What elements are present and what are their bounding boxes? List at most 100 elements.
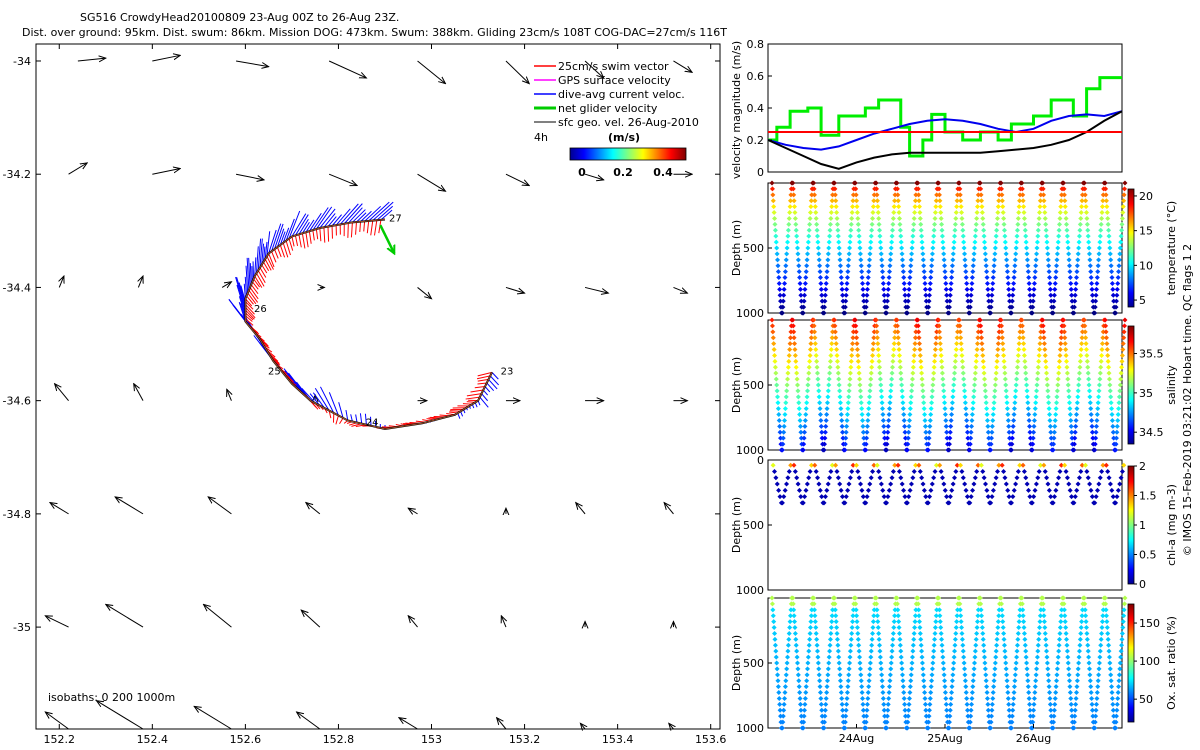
- profile-point: [875, 210, 881, 216]
- profile-point: [870, 619, 876, 625]
- profile-point: [936, 595, 942, 601]
- profile-point: [974, 204, 980, 210]
- profile-point: [879, 672, 885, 678]
- profile-point: [864, 494, 870, 500]
- profile-point: [1073, 423, 1079, 429]
- profile-point: [974, 352, 980, 358]
- profile-point: [826, 660, 832, 666]
- profile-point: [1088, 275, 1094, 281]
- profile-point: [899, 666, 905, 672]
- profile-point: [1035, 475, 1041, 481]
- profile-point: [808, 613, 814, 619]
- profile-point: [996, 192, 1002, 198]
- profile-point: [856, 648, 862, 654]
- profile-point: [1032, 684, 1038, 690]
- profile-point: [828, 630, 834, 636]
- profile-point: [827, 227, 833, 233]
- profile-point: [843, 298, 849, 304]
- profile-point: [1021, 352, 1027, 358]
- profile-point: [982, 481, 988, 487]
- profile-point: [836, 654, 842, 660]
- profile-point: [817, 406, 823, 412]
- profile-point: [1001, 468, 1007, 474]
- profile-point: [1113, 441, 1119, 447]
- profile-point: [1113, 719, 1119, 725]
- profile-point: [1007, 713, 1013, 719]
- profile-point: [795, 660, 801, 666]
- profile-point: [1089, 695, 1095, 701]
- profile-point: [867, 251, 873, 257]
- profile-point: [808, 341, 814, 347]
- profile-point: [777, 494, 783, 500]
- map-y-tick-label: -34.4: [3, 281, 31, 294]
- profile-point: [788, 335, 794, 341]
- profile-point: [865, 695, 871, 701]
- profile-point: [931, 642, 937, 648]
- profile-point: [1024, 672, 1030, 678]
- profile-point: [880, 412, 886, 418]
- profile-point: [1109, 695, 1115, 701]
- profile-point: [819, 435, 825, 441]
- profile-point: [977, 317, 983, 323]
- profile-point: [991, 684, 997, 690]
- profile-point: [985, 423, 991, 429]
- profile-point: [1000, 210, 1006, 216]
- profile-point: [1099, 215, 1105, 221]
- profile-point: [833, 198, 839, 204]
- profile-point: [999, 462, 1005, 468]
- profile-point: [912, 210, 918, 216]
- profile-point: [785, 233, 791, 239]
- profile-point: [829, 198, 835, 204]
- profile-point: [875, 204, 881, 210]
- profile-point: [792, 210, 798, 216]
- dac-vector: [305, 219, 315, 233]
- profile-point: [844, 280, 850, 286]
- profile-point: [957, 323, 963, 329]
- profile-point: [833, 619, 839, 625]
- profile-point: [864, 429, 870, 435]
- swim-vector: [257, 270, 266, 283]
- profile-point: [1089, 707, 1095, 713]
- profile-point: [850, 329, 856, 335]
- profile-point: [911, 358, 917, 364]
- profile-point: [936, 601, 942, 607]
- swim-vector: [262, 261, 270, 272]
- profile-point: [816, 666, 822, 672]
- profile-point: [804, 678, 810, 684]
- profile-point: [1044, 376, 1050, 382]
- profile-point: [1066, 263, 1072, 269]
- profile-point: [780, 713, 786, 719]
- profile-point: [1106, 648, 1112, 654]
- swim-vector: [250, 284, 259, 295]
- profile-point: [904, 447, 910, 453]
- profile-point: [771, 341, 777, 347]
- profile-point: [887, 263, 893, 269]
- profile-point: [1092, 447, 1098, 453]
- profile-point: [1031, 701, 1037, 707]
- profile-point: [1076, 648, 1082, 654]
- profile-point: [815, 660, 821, 666]
- profile-point: [867, 257, 873, 263]
- profile-point: [840, 707, 846, 713]
- profile-point: [814, 642, 820, 648]
- profile-point: [920, 666, 926, 672]
- profile-point: [979, 625, 985, 631]
- profile-point: [1082, 186, 1088, 192]
- profile-point: [950, 388, 956, 394]
- profile-point: [817, 412, 823, 418]
- profile-point: [809, 192, 815, 198]
- profile-point: [1109, 275, 1115, 281]
- profile-point: [937, 462, 943, 468]
- profile-y-tick-label: 1000: [736, 444, 764, 457]
- profile-point: [870, 341, 876, 347]
- profile-point: [912, 335, 918, 341]
- profile-point: [819, 292, 825, 298]
- profile-point: [798, 707, 804, 713]
- profile-point: [954, 613, 960, 619]
- profile-point: [1001, 221, 1007, 227]
- profile-point: [870, 210, 876, 216]
- profile-point: [1063, 352, 1069, 358]
- colorbar-tick-label: 10: [1139, 259, 1153, 272]
- profile-point: [910, 642, 916, 648]
